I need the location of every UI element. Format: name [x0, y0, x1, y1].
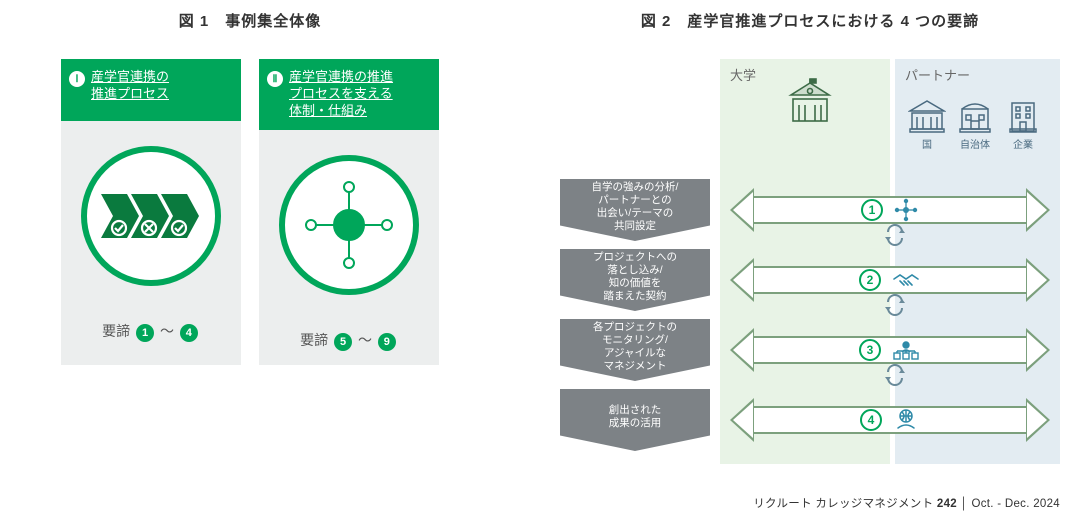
step-3-label: 各プロジェクトの モニタリング/ アジャイルな マネジメント: [560, 319, 710, 381]
step-1-label: 自学の強みの分析/ パートナーとの 出会い/テーマの 共同設定: [560, 179, 710, 241]
badge-1-icon: 1: [136, 324, 154, 342]
government-icon: [908, 99, 946, 133]
foot-prefix: 要諦: [300, 332, 328, 348]
arrow-row-4: 4: [720, 389, 1060, 451]
step-num-3-icon: 3: [859, 339, 881, 361]
card-process-head: Ⅰ 産学官連携の 推進プロセス: [61, 59, 241, 121]
badge-9-icon: 9: [378, 333, 396, 351]
arrow-row-3: 3: [720, 319, 1060, 381]
card-process-foot: 要諦 1 ～ 4: [61, 311, 241, 356]
cycle-icon: [884, 224, 906, 251]
range-sep: ～: [358, 332, 372, 348]
cycle-icon: [884, 294, 906, 321]
card-system-foot: 要諦 5 ～ 9: [259, 320, 439, 365]
card-system-heading: 産学官連携の推進 プロセスを支える 体制・仕組み: [289, 69, 393, 120]
figure-2-title: 図 2 産学官推進プロセスにおける 4 つの要諦: [560, 10, 1060, 31]
partner-municipality: 自治体: [956, 99, 994, 151]
step-2-label: プロジェクトへの 落とし込み/ 知の価値を 踏まえた契約: [560, 249, 710, 311]
step-labels: 自学の強みの分析/ パートナーとの 出会い/テーマの 共同設定 プロジェクトへの…: [560, 179, 710, 459]
card-system-body: [259, 130, 439, 320]
step-num-2-icon: 2: [859, 269, 881, 291]
figure-1-title: 図 1 事例集全体像: [40, 10, 460, 31]
foot-prefix: 要諦: [102, 323, 130, 339]
arrow-row-1: 1: [720, 179, 1060, 241]
card-process-heading: 産学官連携の 推進プロセス: [91, 69, 169, 103]
roman-2-icon: Ⅱ: [267, 71, 283, 87]
roman-1-icon: Ⅰ: [69, 71, 85, 87]
footer-sep: │: [957, 498, 971, 510]
process-chevron-icon: [81, 146, 221, 286]
partner-company: 企業: [1004, 99, 1042, 151]
panel-p-label: パートナー: [905, 65, 970, 84]
globe-hand-icon: [892, 408, 920, 432]
university-icon: [785, 77, 835, 132]
panel-u-label: 大学: [730, 65, 756, 84]
partner-icons: 国 自治体 企業: [908, 99, 1042, 151]
partner-company-label: 企業: [1013, 136, 1033, 151]
network-hub-icon: [279, 155, 419, 295]
figure-1-cards: Ⅰ 産学官連携の 推進プロセス: [40, 59, 460, 365]
page-footer: リクルート カレッジマネジメント 242 │ Oct. - Dec. 2024: [753, 495, 1060, 511]
partner-muni-label: 自治体: [960, 136, 990, 151]
figure-2: 図 2 産学官推進プロセスにおける 4 つの要諦 大学 パートナー 国: [560, 10, 1060, 499]
range-sep: ～: [160, 323, 174, 339]
step-4-label: 創出された 成果の活用: [560, 389, 710, 451]
handshake-icon: [891, 269, 921, 291]
arrow-row-2: 2: [720, 249, 1060, 311]
step-num-1-icon: 1: [861, 199, 883, 221]
card-process: Ⅰ 産学官連携の 推進プロセス: [61, 59, 241, 365]
footer-date: Oct. - Dec. 2024: [971, 498, 1060, 510]
footer-source: リクルート カレッジマネジメント: [753, 498, 937, 510]
arrow-rows: 1 2: [720, 179, 1060, 459]
company-icon: [1004, 99, 1042, 133]
card-system: Ⅱ 産学官連携の推進 プロセスを支える 体制・仕組み: [259, 59, 439, 365]
card-process-body: [61, 121, 241, 311]
double-arrow-icon: 4: [730, 398, 1050, 442]
badge-5-icon: 5: [334, 333, 352, 351]
footer-issue: 242: [937, 498, 957, 510]
cycle-icon: [884, 364, 906, 391]
badge-4-icon: 4: [180, 324, 198, 342]
partner-nation-label: 国: [922, 136, 932, 151]
municipality-icon: [956, 99, 994, 133]
step-num-4-icon: 4: [860, 409, 882, 431]
card-system-head: Ⅱ 産学官連携の推進 プロセスを支える 体制・仕組み: [259, 59, 439, 130]
figure-2-body: 大学 パートナー 国 自治体: [560, 59, 1060, 499]
partner-nation: 国: [908, 99, 946, 151]
network-small-icon: [893, 197, 919, 223]
figure-1: 図 1 事例集全体像 Ⅰ 産学官連携の 推進プロセス: [40, 10, 460, 365]
monitoring-icon: [891, 338, 921, 362]
